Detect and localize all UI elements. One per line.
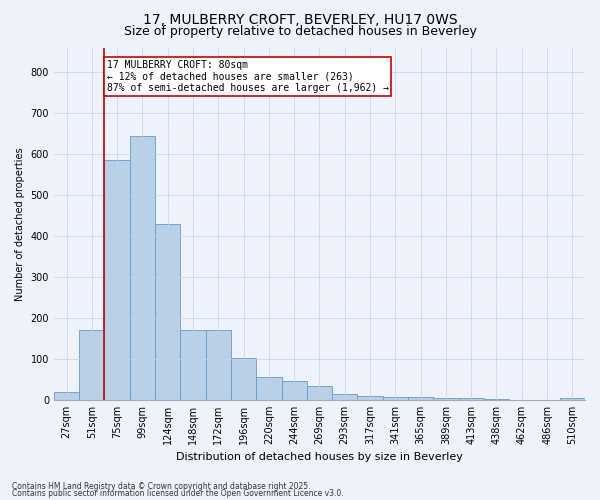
Bar xyxy=(281,382,307,400)
Bar xyxy=(484,399,509,400)
Text: Size of property relative to detached houses in Beverley: Size of property relative to detached ho… xyxy=(124,25,476,38)
Bar xyxy=(181,330,206,400)
Y-axis label: Number of detached properties: Number of detached properties xyxy=(15,147,25,300)
Bar xyxy=(206,330,231,400)
Bar xyxy=(458,398,484,400)
Bar xyxy=(332,394,358,400)
Text: Contains HM Land Registry data © Crown copyright and database right 2025.: Contains HM Land Registry data © Crown c… xyxy=(12,482,311,491)
Bar xyxy=(130,136,155,400)
Bar xyxy=(54,392,79,400)
Bar xyxy=(307,386,332,400)
Bar xyxy=(79,330,104,400)
Bar xyxy=(256,378,281,400)
Text: 17 MULBERRY CROFT: 80sqm
← 12% of detached houses are smaller (263)
87% of semi-: 17 MULBERRY CROFT: 80sqm ← 12% of detach… xyxy=(107,60,389,93)
Bar xyxy=(383,396,408,400)
Text: 17, MULBERRY CROFT, BEVERLEY, HU17 0WS: 17, MULBERRY CROFT, BEVERLEY, HU17 0WS xyxy=(143,12,457,26)
Bar xyxy=(104,160,130,400)
Bar xyxy=(155,224,181,400)
Bar xyxy=(408,396,433,400)
X-axis label: Distribution of detached houses by size in Beverley: Distribution of detached houses by size … xyxy=(176,452,463,462)
Text: Contains public sector information licensed under the Open Government Licence v3: Contains public sector information licen… xyxy=(12,489,344,498)
Bar xyxy=(358,396,383,400)
Bar xyxy=(433,398,458,400)
Bar xyxy=(231,358,256,400)
Bar xyxy=(560,398,585,400)
